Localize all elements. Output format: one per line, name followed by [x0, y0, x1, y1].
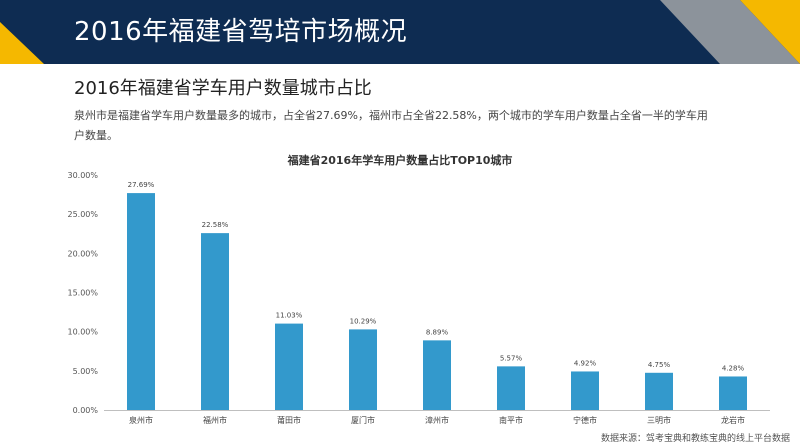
data-label: 4.75% — [648, 361, 671, 369]
y-tick-label: 0.00% — [73, 406, 99, 415]
bar — [127, 193, 155, 410]
data-label: 10.29% — [350, 317, 377, 325]
data-label: 11.03% — [276, 312, 303, 320]
x-tick-label: 三明市 — [647, 415, 671, 425]
data-source-note: 数据来源：驾考宝典和教练宝典的线上平台数据 — [600, 434, 790, 444]
header-banner: 2016年福建省驾培市场概况 — [0, 0, 800, 64]
bar — [349, 329, 377, 410]
section-title: 2016年福建省学车用户数量城市占比 — [74, 78, 372, 99]
yellow-corner-accent-left — [0, 22, 44, 64]
y-tick-label: 20.00% — [67, 249, 98, 258]
y-tick-label: 25.00% — [67, 210, 98, 219]
bar — [719, 376, 747, 410]
gray-stripe-accent — [660, 0, 800, 64]
yellow-corner-accent-right — [740, 0, 800, 64]
bar — [275, 323, 303, 410]
x-tick-label: 龙岩市 — [721, 415, 745, 425]
y-tick-label: 5.00% — [73, 367, 99, 376]
bar — [201, 233, 229, 410]
data-label: 4.92% — [574, 359, 597, 367]
x-tick-label: 泉州市 — [129, 415, 153, 425]
x-tick-label: 宁德市 — [573, 415, 597, 425]
bar — [571, 371, 599, 410]
data-label: 27.69% — [128, 181, 155, 189]
page-title: 2016年福建省驾培市场概况 — [74, 17, 408, 47]
y-tick-label: 15.00% — [67, 289, 98, 298]
header-decoration — [0, 0, 800, 64]
bar — [645, 372, 673, 410]
chart-title: 福建省2016年学车用户数量占比TOP10城市 — [287, 154, 513, 167]
x-tick-label: 漳州市 — [425, 415, 449, 425]
x-tick-label: 莆田市 — [277, 415, 301, 425]
x-tick-label: 福州市 — [203, 415, 227, 425]
data-label: 8.89% — [426, 328, 449, 336]
bar — [497, 366, 525, 410]
section-description: 泉州市是福建省学车用户数量最多的城市，占全省27.69%，福州市占全省22.58… — [74, 109, 708, 142]
x-tick-label: 南平市 — [499, 415, 523, 425]
bar — [423, 340, 451, 410]
y-tick-label: 30.00% — [67, 171, 98, 180]
data-label: 5.57% — [500, 354, 523, 362]
data-label: 4.28% — [722, 364, 745, 372]
x-tick-label: 厦门市 — [351, 415, 375, 425]
data-label: 22.58% — [202, 221, 229, 229]
y-tick-label: 10.00% — [67, 328, 98, 337]
